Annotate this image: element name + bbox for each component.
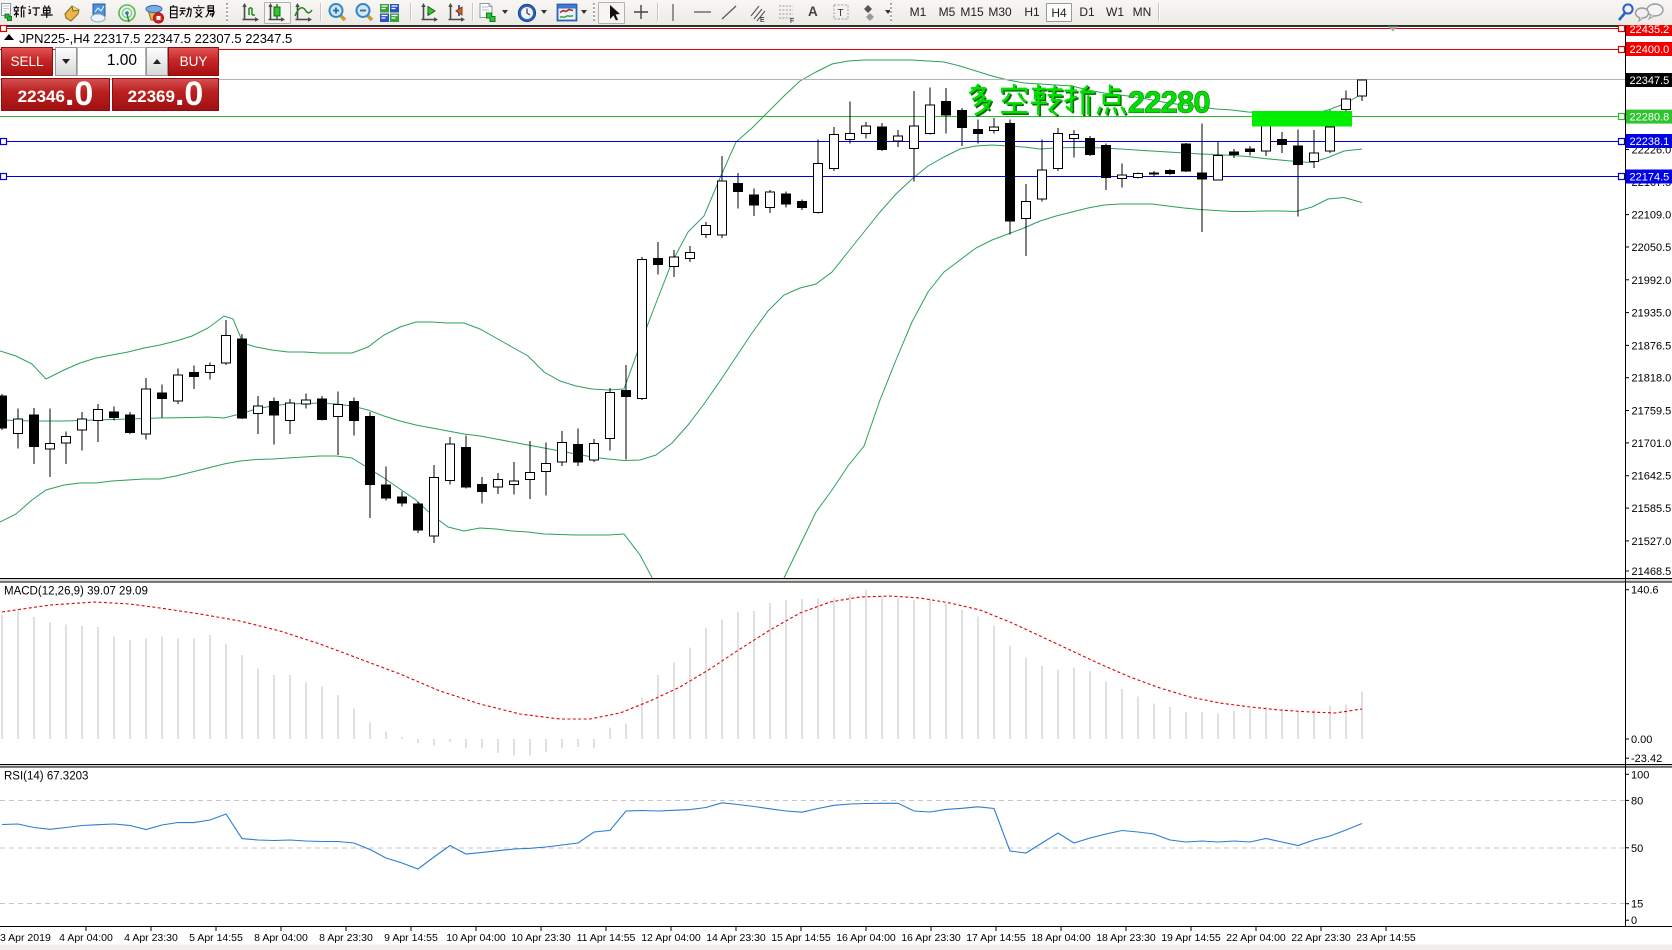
svg-text:22347.5: 22347.5: [1630, 75, 1670, 87]
svg-text:50: 50: [1631, 843, 1643, 855]
svg-text:140.6: 140.6: [1631, 585, 1659, 597]
svg-text:MACD(12,26,9) 39.07 29.09: MACD(12,26,9) 39.07 29.09: [4, 586, 148, 598]
svg-text:21935.0: 21935.0: [1632, 308, 1672, 320]
svg-text:JPN225-,H4 22317.5 22347.5 22: JPN225-,H4 22317.5 22347.5 22307.5 22347…: [19, 31, 292, 46]
svg-text:-23.42: -23.42: [1631, 753, 1662, 765]
svg-text:F: F: [790, 18, 794, 24]
svg-text:16 Apr 04:00: 16 Apr 04:00: [836, 932, 896, 944]
svg-text:T: T: [838, 8, 844, 19]
svg-text:3 Apr 2019: 3 Apr 2019: [0, 932, 51, 944]
svg-text:22238.1: 22238.1: [1630, 136, 1670, 148]
svg-text:12 Apr 04:00: 12 Apr 04:00: [641, 932, 701, 944]
svg-text:22435.2: 22435.2: [1630, 24, 1670, 36]
svg-text:10 Apr 04:00: 10 Apr 04:00: [446, 932, 506, 944]
svg-text:E: E: [760, 17, 765, 24]
svg-text:22 Apr 23:30: 22 Apr 23:30: [1291, 932, 1351, 944]
svg-text:22050.5: 22050.5: [1632, 242, 1672, 254]
svg-text:22109.0: 22109.0: [1632, 210, 1672, 222]
svg-text:9 Apr 14:55: 9 Apr 14:55: [384, 932, 438, 944]
svg-text:14 Apr 23:30: 14 Apr 23:30: [706, 932, 766, 944]
svg-text:21992.0: 21992.0: [1632, 275, 1672, 287]
svg-text:11 Apr 14:55: 11 Apr 14:55: [577, 932, 636, 944]
svg-text:RSI(14) 67.3203: RSI(14) 67.3203: [4, 771, 88, 783]
svg-text:21701.0: 21701.0: [1632, 438, 1672, 450]
svg-text:5 Apr 14:55: 5 Apr 14:55: [189, 932, 243, 944]
svg-text:8 Apr 23:30: 8 Apr 23:30: [319, 932, 373, 944]
svg-text:22280.8: 22280.8: [1630, 112, 1670, 124]
svg-text:21642.5: 21642.5: [1632, 471, 1672, 483]
svg-text:15: 15: [1631, 899, 1643, 911]
svg-text:21876.5: 21876.5: [1632, 340, 1672, 352]
svg-text:16 Apr 23:30: 16 Apr 23:30: [901, 932, 961, 944]
svg-text:80: 80: [1631, 795, 1643, 807]
svg-text:21818.0: 21818.0: [1632, 373, 1672, 385]
svg-text:23 Apr 14:55: 23 Apr 14:55: [1356, 932, 1416, 944]
svg-text:0.00: 0.00: [1631, 734, 1652, 746]
svg-text:18 Apr 23:30: 18 Apr 23:30: [1096, 932, 1156, 944]
svg-text:8 Apr 04:00: 8 Apr 04:00: [254, 932, 308, 944]
svg-text:15 Apr 14:55: 15 Apr 14:55: [771, 932, 831, 944]
svg-text:22 Apr 04:00: 22 Apr 04:00: [1226, 932, 1286, 944]
svg-text:100: 100: [1631, 769, 1649, 781]
svg-text:21527.0: 21527.0: [1632, 536, 1672, 548]
svg-text:18 Apr 04:00: 18 Apr 04:00: [1031, 932, 1091, 944]
svg-text:22174.5: 22174.5: [1630, 172, 1670, 184]
svg-text:10 Apr 23:30: 10 Apr 23:30: [511, 932, 571, 944]
svg-text:21468.5: 21468.5: [1632, 566, 1672, 578]
svg-text:17 Apr 14:55: 17 Apr 14:55: [966, 932, 1026, 944]
svg-text:21759.5: 21759.5: [1632, 406, 1672, 418]
svg-text:21585.5: 21585.5: [1632, 503, 1672, 515]
svg-text:4 Apr 04:00: 4 Apr 04:00: [59, 932, 113, 944]
svg-text:0: 0: [1631, 915, 1637, 927]
svg-text:4 Apr 23:30: 4 Apr 23:30: [124, 932, 178, 944]
svg-text:19 Apr 14:55: 19 Apr 14:55: [1161, 932, 1221, 944]
svg-text:22280: 22280: [1128, 86, 1210, 120]
svg-text:22400.0: 22400.0: [1630, 44, 1670, 56]
